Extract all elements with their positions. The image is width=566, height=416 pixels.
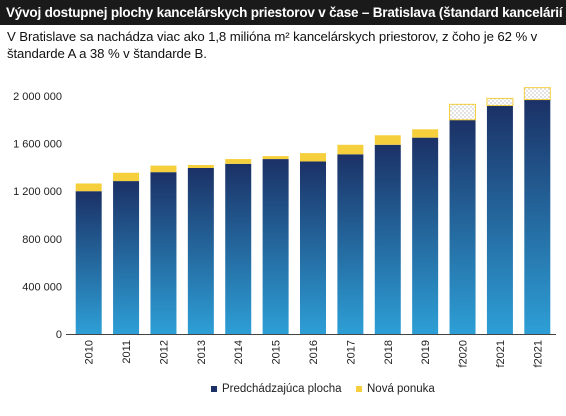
bar-previous-area [113,181,140,334]
legend-swatch-new-supply [356,386,362,392]
x-tick-label: 2018 [383,340,395,364]
bar-previous-area [374,144,401,334]
y-tick-label: 400 000 [22,281,62,293]
y-tick-label: 1 600 000 [13,139,62,151]
bar-previous-area [524,99,551,334]
bar-previous-area [449,119,476,334]
y-axis: 0 400 000 800 000 1 200 000 1 600 000 2 000 0… [13,91,62,341]
bars-group [75,87,551,335]
bar-new-supply [262,156,289,160]
y-tick-label: 1 200 000 [13,186,62,198]
x-tick-label: 2016 [308,340,320,364]
bar-previous-area [337,154,364,334]
bar-new-supply [187,165,214,168]
x-tick-label: 2015 [271,340,283,364]
bar-new-supply [374,135,401,145]
x-tick-label: 2019 [420,340,432,364]
y-tick-label: 800 000 [22,234,62,246]
x-tick-label: 2011 [121,340,133,364]
legend-label-new-supply: Nová ponuka [367,383,435,395]
bar-new-supply [225,159,252,164]
bar-previous-area [262,159,289,334]
x-tick-label: 2013 [196,340,208,364]
bar-previous-area [225,163,252,334]
bar-new-supply [449,103,477,121]
bar-new-supply [150,165,177,173]
bar-new-supply [486,97,514,107]
legend-swatch-previous [211,386,217,392]
x-tick-label: 2012 [158,340,170,364]
chart-title: Vývoj dostupnej plochy kancelárskych pri… [0,0,566,25]
chart-subtitle: V Bratislave sa nachádza viac ako 1,8 mi… [7,29,538,61]
bar-previous-area [300,161,326,334]
legend-label-previous: Predchádzajúca plocha [222,383,342,395]
y-tick-label: 0 [56,329,62,341]
bar-new-supply [523,87,551,101]
x-axis: 2010 2011 2012 2013 2014 2015 2016 2017 2018 2019… [66,334,556,368]
x-tick-label: f2021 [532,340,544,368]
bar-new-supply [300,153,326,162]
bar-previous-area [486,105,513,335]
x-tick-label: 2017 [345,340,357,364]
legend: Predchádzajúca plocha Nová ponuka [211,383,435,395]
bar-previous-area [150,172,177,334]
bar-previous-area [412,137,439,334]
x-tick-label: 2010 [84,340,96,364]
bar-previous-area [75,191,102,334]
y-tick-label: 2 000 000 [13,91,62,103]
bar-new-supply [113,172,140,182]
x-tick-label: 2014 [233,340,245,364]
bar-new-supply [412,129,439,138]
bar-previous-area [187,167,214,334]
bar-new-supply [337,144,364,155]
x-tick-label: f2020 [458,340,470,368]
bar-new-supply [75,183,102,192]
x-tick-label: f2021 [495,340,507,368]
